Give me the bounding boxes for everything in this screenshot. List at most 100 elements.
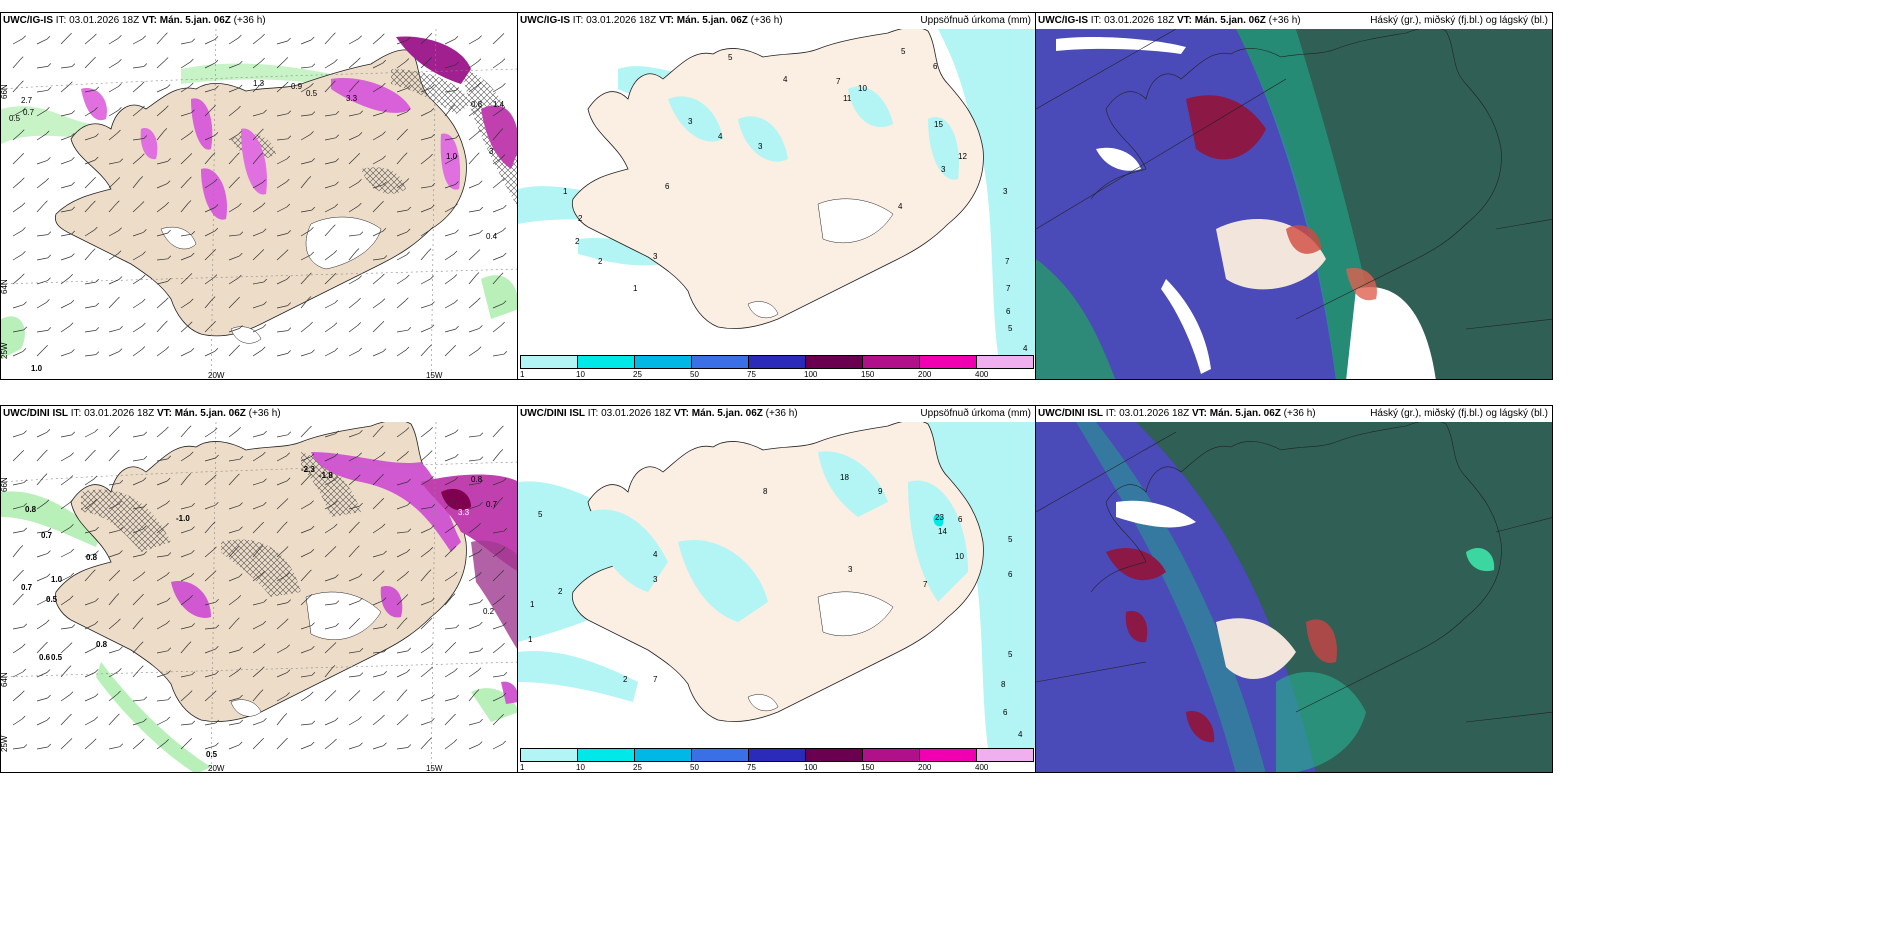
precip-value: 0.8 — [471, 475, 483, 484]
wind-barb-tick — [308, 569, 312, 574]
wind-barb-tick — [309, 691, 314, 696]
wind-barb-tick — [165, 739, 169, 743]
wind-barb-tick — [20, 129, 25, 133]
precip-value: 0.7 — [486, 500, 498, 509]
wind-barb — [276, 60, 286, 69]
wind-barb-tick — [163, 128, 168, 132]
wind-barb-tick — [455, 453, 459, 458]
precip-value: 9 — [878, 487, 883, 496]
wind-barb — [492, 255, 504, 261]
wind-barb-tick — [284, 521, 288, 525]
wind-barb — [468, 574, 479, 582]
wind-barb-tick — [118, 276, 123, 280]
wind-barb — [228, 529, 240, 534]
wind-barb-tick — [427, 569, 432, 573]
wind-barb — [132, 668, 141, 678]
wind-precip-map: 0.8 0.7 0.8 1.0 0.7 0.5 0.8 0.6 0.5 0.5 … — [1, 422, 517, 772]
wind-barb-tick — [451, 593, 456, 597]
wind-barb — [132, 528, 144, 534]
wind-barb — [492, 695, 504, 702]
wind-barb-tick — [333, 322, 338, 326]
wind-barb — [204, 648, 216, 654]
wind-barb — [12, 548, 21, 558]
wind-barb-tick — [165, 105, 169, 110]
wind-barb — [36, 553, 48, 558]
precip-value: 0.5 — [9, 114, 21, 123]
wind-barb-tick — [383, 550, 387, 555]
wind-barb — [156, 525, 166, 534]
wind-barb-tick — [407, 326, 412, 331]
wind-barb-tick — [191, 526, 195, 530]
wind-barb-tick — [383, 109, 387, 113]
wind-barb — [36, 234, 48, 237]
wind-barb-tick — [380, 321, 385, 325]
precip-value: 10 — [858, 84, 867, 93]
wind-barb — [36, 302, 47, 309]
precip-value: 7 — [923, 580, 928, 589]
wind-barb-tick — [69, 499, 74, 503]
wind-barb — [252, 720, 264, 726]
precip-value: -2.3 — [301, 465, 315, 474]
wind-barb — [396, 453, 406, 462]
wind-barb-tick — [479, 621, 483, 626]
wind-barb — [180, 740, 190, 750]
wind-barb — [372, 258, 384, 261]
wind-barb — [396, 531, 408, 534]
wind-barb-tick — [143, 135, 148, 139]
wind-barb-tick — [383, 742, 387, 746]
wind-barb-tick — [431, 694, 435, 698]
wind-barb-tick — [214, 204, 219, 208]
wind-barb-tick — [499, 128, 504, 132]
precip-value: 0.2 — [483, 607, 495, 616]
wind-barb — [444, 206, 455, 213]
wind-barb — [156, 349, 167, 357]
precip-value: 7 — [1005, 257, 1010, 266]
wind-barb-tick — [383, 181, 387, 185]
wind-barb-tick — [261, 346, 266, 351]
wind-barb — [420, 697, 432, 702]
wind-barb-tick — [92, 569, 96, 574]
wind-barb-tick — [94, 620, 99, 625]
wind-barb-tick — [286, 203, 291, 208]
wind-barb-tick — [44, 449, 48, 454]
wind-barb — [228, 87, 240, 93]
colorbar-tick: 1 — [520, 370, 525, 379]
wind-barb — [108, 671, 119, 678]
wind-barb-tick — [47, 157, 51, 161]
precip-value: 3 — [848, 565, 853, 574]
wind-barb — [132, 108, 142, 117]
precip-value: 23 — [935, 513, 944, 522]
wind-barb — [60, 233, 72, 237]
wind-barb-tick — [69, 691, 74, 695]
wind-barb — [396, 692, 405, 702]
wind-barb — [372, 62, 383, 69]
wind-barb-tick — [430, 84, 435, 89]
wind-barb-tick — [116, 177, 121, 181]
wind-barb-tick — [94, 226, 98, 231]
wind-barb-tick — [262, 324, 267, 328]
precip-value: 0.6 — [39, 653, 51, 662]
wind-barb — [204, 693, 214, 702]
wind-barb — [36, 66, 48, 69]
precip-value: 3 — [688, 117, 693, 126]
wind-barb-tick — [212, 249, 217, 253]
wind-barb-tick — [287, 302, 291, 306]
wind-barb — [132, 38, 143, 45]
wind-barb — [444, 253, 455, 261]
wind-barb-tick — [333, 250, 338, 254]
precip-value: 4 — [898, 202, 903, 211]
precip-value: 4 — [783, 75, 788, 84]
wind-barb — [348, 135, 360, 141]
wind-barb — [468, 232, 480, 237]
wind-barb — [396, 155, 405, 165]
cloud-map — [1036, 29, 1552, 379]
wind-barb-tick — [452, 344, 457, 349]
wind-barb — [468, 275, 477, 285]
wind-barb — [396, 209, 408, 213]
wind-barb — [12, 59, 21, 69]
wind-barb — [132, 138, 144, 141]
wind-barb — [444, 328, 456, 333]
wind-barb-tick — [356, 690, 361, 694]
colorbar-cell — [749, 356, 806, 368]
wind-barb-tick — [213, 274, 218, 278]
